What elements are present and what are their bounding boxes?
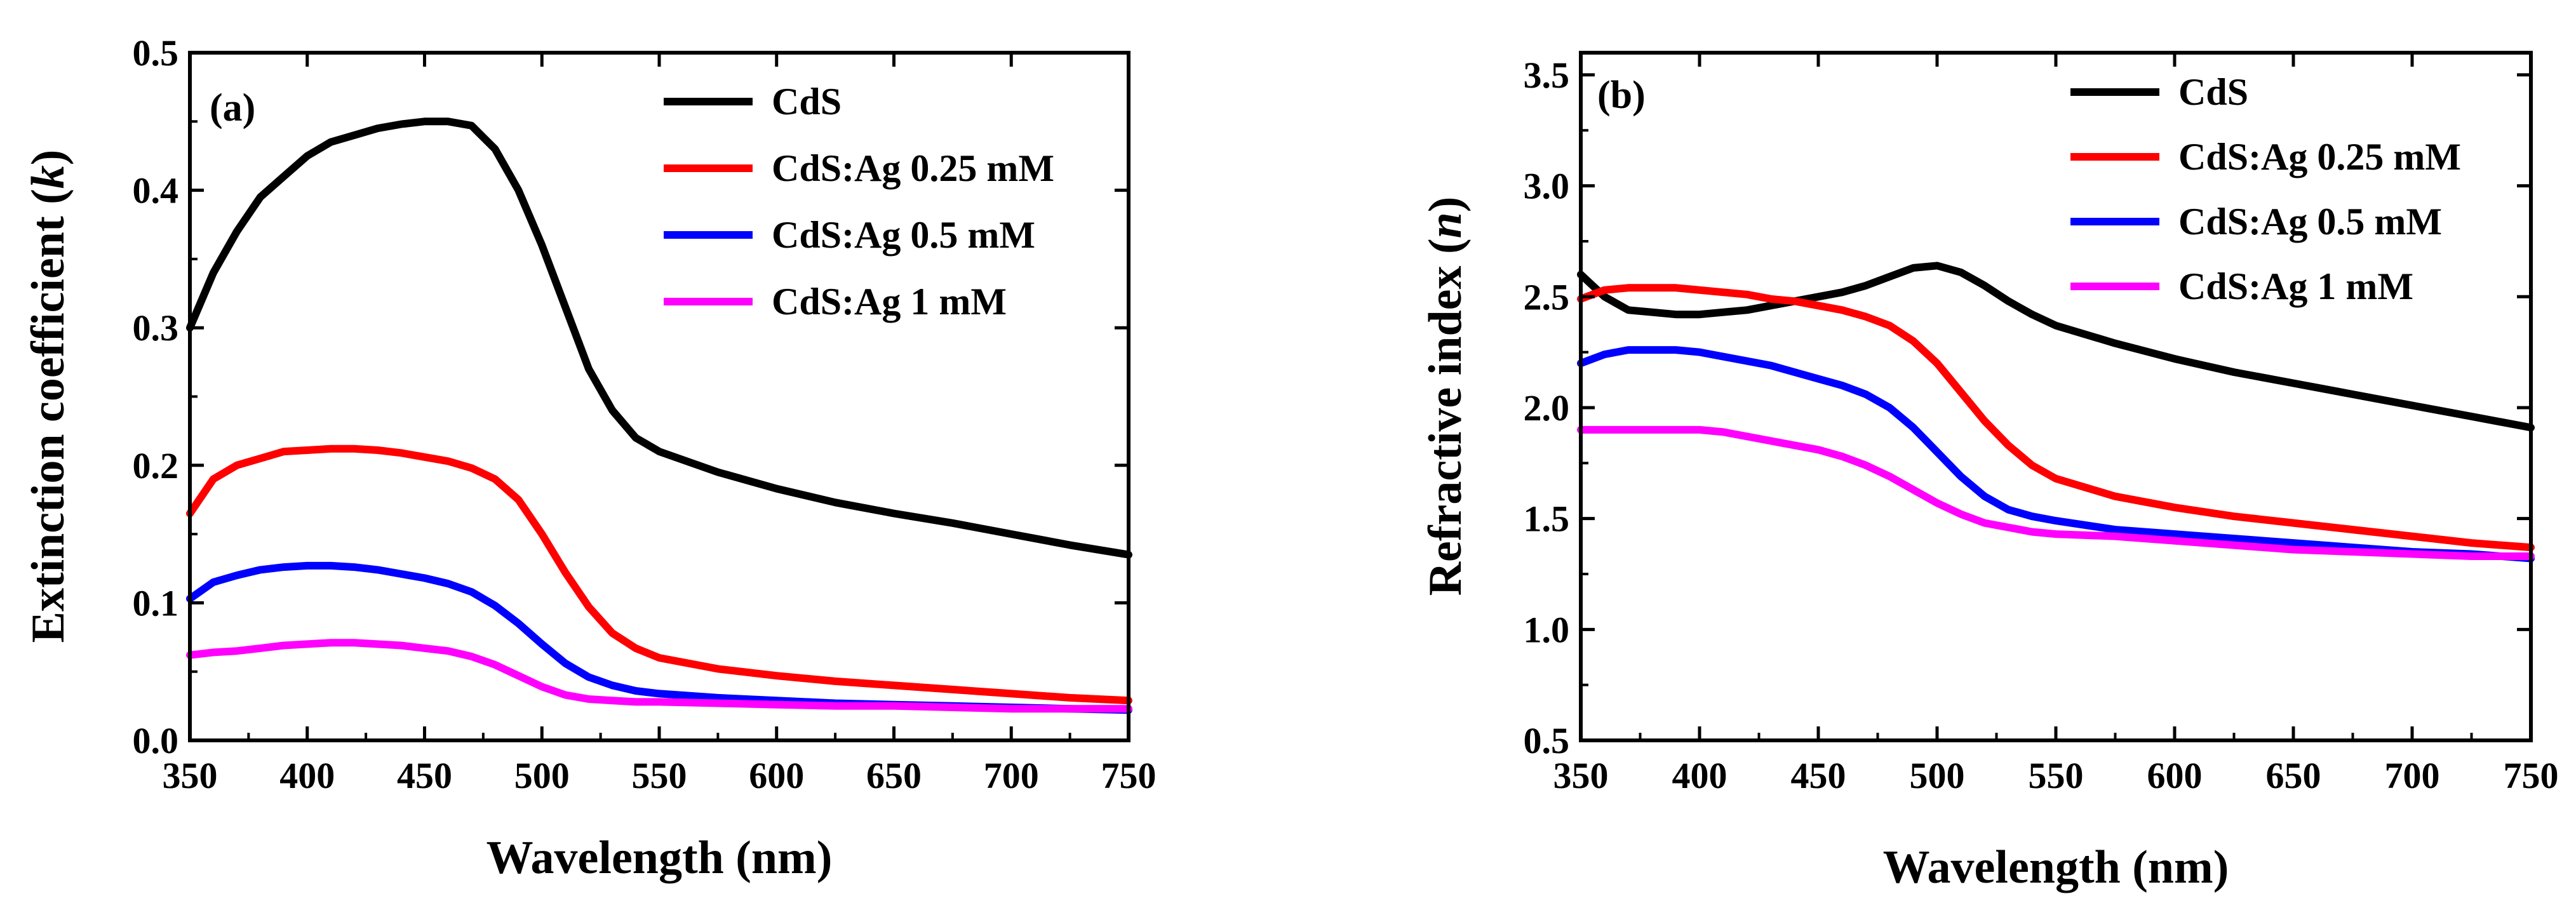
series-line-cds xyxy=(186,117,1132,559)
y-tick-label: 1.0 xyxy=(1524,609,1570,650)
series-line-cds-ag-1-mm xyxy=(186,639,1132,713)
panel-label: (a) xyxy=(210,86,255,130)
legend-label: CdS:Ag 0.5 mM xyxy=(772,214,1035,256)
y-tick-label: 0.5 xyxy=(1524,720,1570,761)
legend-label: CdS:Ag 0.5 mM xyxy=(2178,201,2442,243)
tick-group: 350 400 450 500 550 600 650 700 750 0.0 0.1 0.2 0.3 0… xyxy=(133,32,1157,796)
legend-label: CdS:Ag 0.25 mM xyxy=(772,147,1054,189)
panel-a: 350 400 450 500 550 600 650 700 750 0.0 0.1 0.2 0.3 0… xyxy=(22,32,1157,884)
y-tick-label: 2.5 xyxy=(1524,276,1570,317)
series-group xyxy=(186,117,1132,714)
panel-b: 350 400 450 500 550 600 650 700 750 0.5 1.0 1.5 2.0 2… xyxy=(1419,51,2559,893)
y-tick-label: 0.0 xyxy=(133,720,179,761)
y-tick-label: 2.0 xyxy=(1524,387,1570,429)
y-axis-title-open-paren: ( xyxy=(22,189,74,216)
x-tick-label: 550 xyxy=(2029,755,2084,796)
x-tick-label: 650 xyxy=(866,755,922,796)
y-axis-title-close-paren: ) xyxy=(22,150,74,166)
x-tick-label: 450 xyxy=(397,755,452,796)
x-tick-label: 550 xyxy=(632,755,687,796)
series-line-cds-ag-0-5-mm xyxy=(1577,346,2535,563)
x-tick-label: 750 xyxy=(2504,755,2559,796)
y-tick-label: 1.5 xyxy=(1524,498,1570,540)
y-axis-title-open-paren: ( xyxy=(1419,238,1472,265)
legend-label: CdS:Ag 1 mM xyxy=(772,281,1007,323)
legend: CdS CdS:Ag 0.25 mM CdS:Ag 0.5 mM CdS:Ag 1 m… xyxy=(664,81,1054,323)
series-group xyxy=(1577,262,2535,563)
legend-label: CdS:Ag 0.25 mM xyxy=(2178,136,2461,178)
x-tick-label: 700 xyxy=(984,755,1039,796)
y-axis-title: Refractive index (n) xyxy=(1419,197,1472,596)
series-line-cds xyxy=(1577,262,2535,432)
x-tick-label: 450 xyxy=(1791,755,1846,796)
y-axis-title-text: Refractive index xyxy=(1419,266,1472,596)
x-axis-title: Wavelength (nm) xyxy=(1883,841,2229,893)
tick-group: 350 400 450 500 550 600 650 700 750 0.5 1.0 1.5 2.0 2… xyxy=(1524,53,2559,796)
x-tick-label: 600 xyxy=(2147,755,2203,796)
x-tick-label: 400 xyxy=(1672,755,1727,796)
x-tick-label: 500 xyxy=(1910,755,1965,796)
y-tick-label: 0.5 xyxy=(133,32,179,74)
legend-label: CdS xyxy=(2178,71,2248,113)
panel-label: (b) xyxy=(1597,74,1646,117)
x-axis-title: Wavelength (nm) xyxy=(486,832,833,884)
y-tick-label: 3.0 xyxy=(1524,166,1570,207)
y-tick-label: 0.1 xyxy=(133,582,179,624)
x-tick-label: 500 xyxy=(514,755,570,796)
series-line-cds-ag-1-mm xyxy=(1577,425,2535,560)
x-tick-label: 600 xyxy=(749,755,804,796)
y-axis-title-symbol: n xyxy=(1419,212,1472,238)
y-axis-title-text: Extinction coefficient xyxy=(22,216,74,643)
y-tick-label: 0.2 xyxy=(133,445,179,486)
series-line-cds-ag-0-25-mm xyxy=(186,444,1132,705)
y-tick-label: 0.3 xyxy=(133,307,179,349)
x-tick-label: 650 xyxy=(2266,755,2321,796)
x-tick-label: 350 xyxy=(1553,755,1609,796)
x-tick-label: 350 xyxy=(163,755,218,796)
y-tick-label: 0.4 xyxy=(133,170,179,211)
series-line-cds-ag-0-25-mm xyxy=(1577,284,2535,552)
legend: CdS CdS:Ag 0.25 mM CdS:Ag 0.5 mM CdS:Ag 1 m… xyxy=(2070,71,2461,307)
x-tick-label: 700 xyxy=(2385,755,2440,796)
y-tick-label: 3.5 xyxy=(1524,55,1570,96)
y-axis-title: Extinction coefficient (k) xyxy=(22,150,74,643)
x-tick-label: 400 xyxy=(279,755,335,796)
legend-label: CdS:Ag 1 mM xyxy=(2178,265,2413,307)
y-axis-title-symbol: k xyxy=(22,165,74,189)
legend-label: CdS xyxy=(772,81,842,123)
y-axis-title-close-paren: ) xyxy=(1419,197,1472,213)
x-tick-label: 750 xyxy=(1101,755,1157,796)
